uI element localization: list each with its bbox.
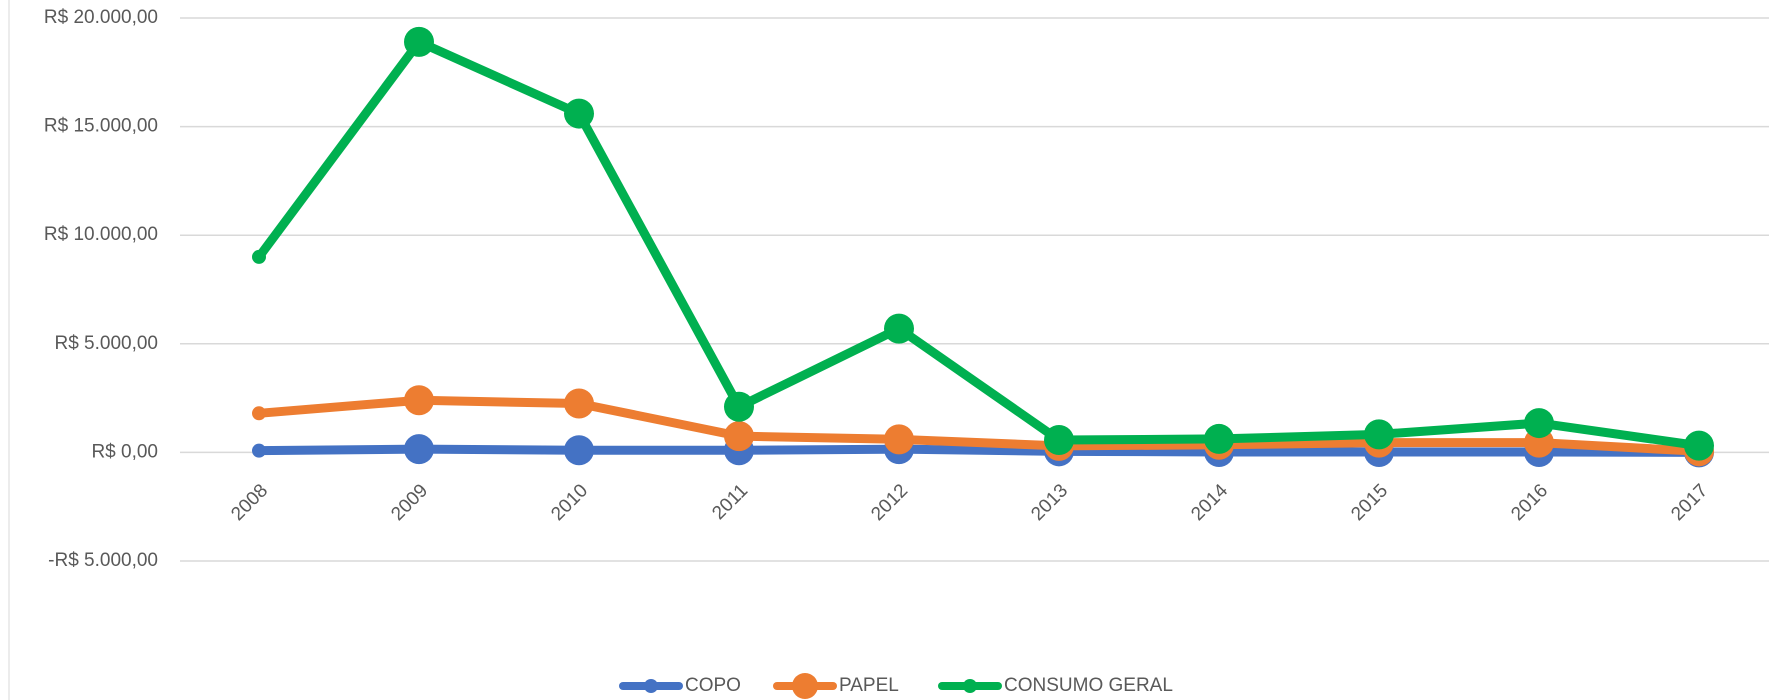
data-point xyxy=(1204,423,1234,454)
data-point xyxy=(252,406,266,421)
x-tick-label: 2015 xyxy=(1347,480,1392,525)
x-tick-label: 2014 xyxy=(1187,480,1232,525)
data-point xyxy=(724,391,754,422)
series-line xyxy=(255,37,1700,451)
data-point xyxy=(404,385,434,416)
legend-label: COPO xyxy=(685,675,741,696)
x-tick-label: 2008 xyxy=(227,480,272,525)
x-tick-label: 2011 xyxy=(708,480,752,524)
x-tick-label: 2009 xyxy=(387,480,432,525)
data-point xyxy=(1364,419,1394,450)
series-line xyxy=(258,395,1700,456)
data-point xyxy=(884,313,914,344)
legend-marker xyxy=(963,679,977,693)
legend-marker xyxy=(792,673,818,699)
x-tick-label: 2016 xyxy=(1507,480,1552,525)
x-tick-label: 2017 xyxy=(1667,480,1712,525)
x-tick-label: 2012 xyxy=(867,480,912,525)
y-tick-label: -R$ 5.000,00 xyxy=(48,550,158,571)
x-tick-label: 2013 xyxy=(1027,480,1072,525)
series-line xyxy=(258,444,1700,457)
data-point xyxy=(724,421,754,452)
y-tick-label: R$ 10.000,00 xyxy=(44,224,158,245)
data-point xyxy=(564,98,594,129)
data-point xyxy=(1044,425,1074,456)
data-point xyxy=(404,26,434,57)
legend-label: CONSUMO GERAL xyxy=(1004,675,1173,696)
y-tick-label: R$ 0,00 xyxy=(91,441,158,462)
legend-marker xyxy=(644,679,658,693)
data-point xyxy=(1684,430,1714,461)
data-point xyxy=(404,434,434,465)
y-tick-label: R$ 15.000,00 xyxy=(44,116,158,137)
y-tick-label: R$ 5.000,00 xyxy=(54,333,158,354)
legend-label: PAPEL xyxy=(839,675,899,696)
x-tick-label: 2010 xyxy=(547,480,592,525)
data-point xyxy=(252,249,266,264)
data-point xyxy=(252,443,266,458)
data-point xyxy=(564,388,594,419)
data-point xyxy=(564,435,594,466)
data-point xyxy=(884,424,914,455)
y-tick-label: R$ 20.000,00 xyxy=(44,7,158,28)
data-point xyxy=(1524,408,1554,439)
